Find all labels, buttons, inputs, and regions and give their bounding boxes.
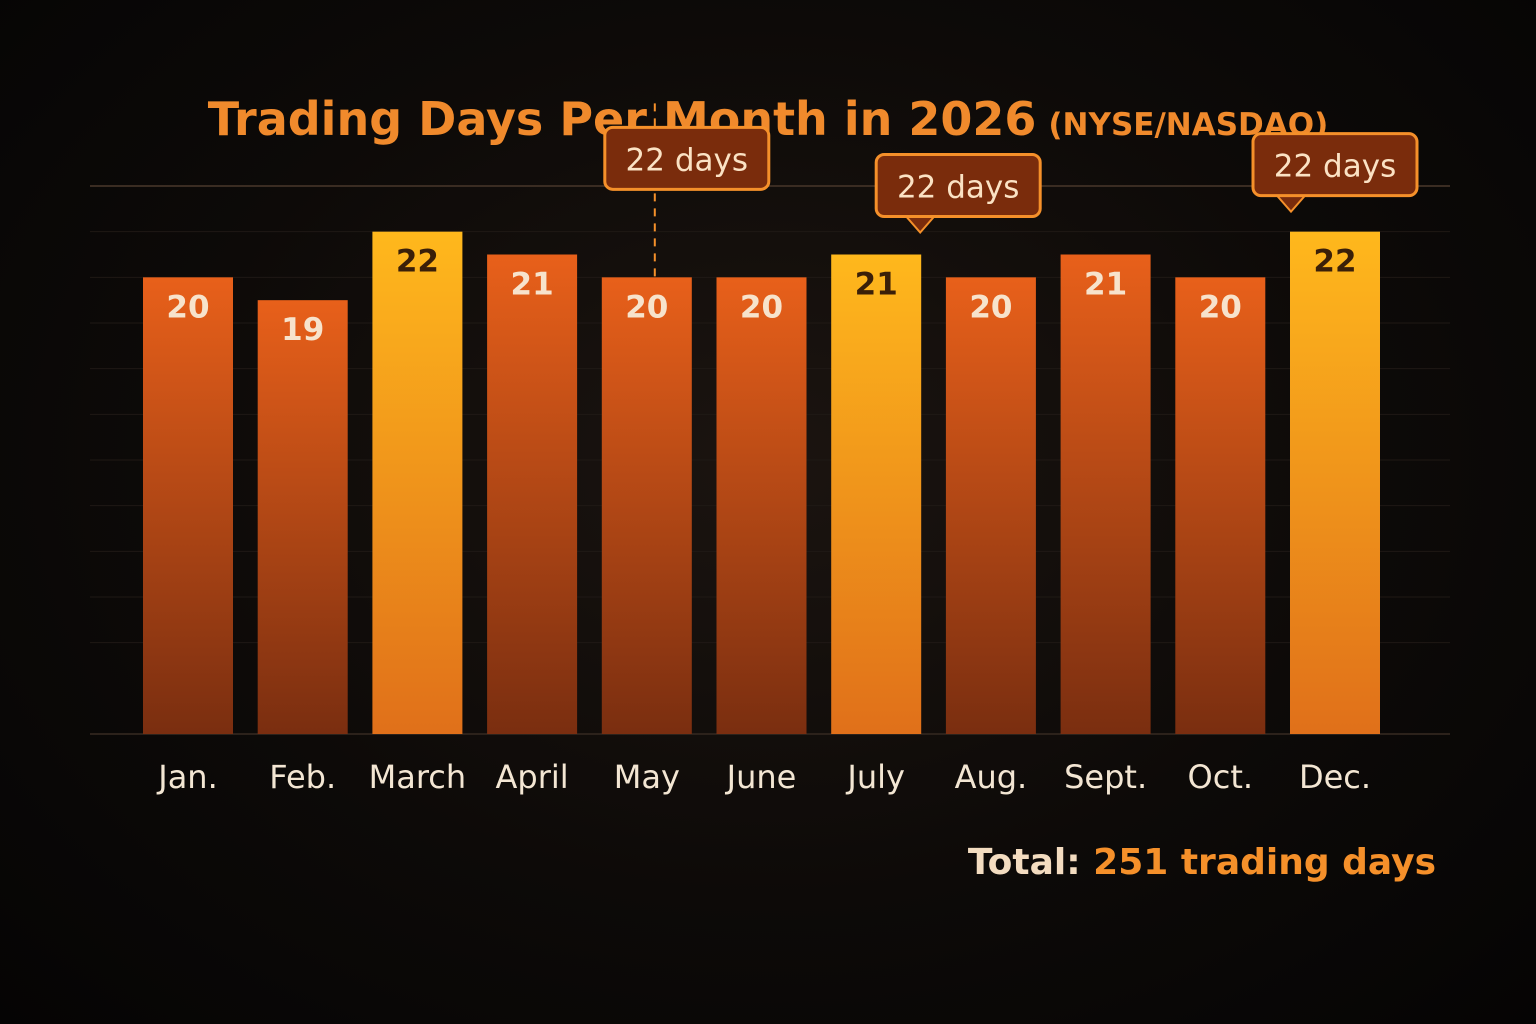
bar-value-label: 20 bbox=[1199, 289, 1242, 325]
callout-text: 22 days bbox=[1274, 149, 1396, 185]
total-summary: Total: 251 trading days bbox=[968, 842, 1436, 883]
x-tick-label: Feb. bbox=[269, 758, 336, 796]
bar-value-label: 22 bbox=[396, 244, 439, 280]
bar-jan bbox=[143, 277, 233, 734]
bar-oct bbox=[1175, 277, 1266, 734]
x-tick-label: Oct. bbox=[1188, 758, 1254, 796]
bar-march bbox=[372, 231, 463, 734]
bar-value-label: 20 bbox=[969, 289, 1012, 325]
bar-may bbox=[601, 277, 692, 734]
callout-box bbox=[603, 125, 771, 191]
callout-text: 22 days bbox=[626, 142, 748, 178]
bar-june bbox=[716, 277, 807, 734]
total-value: 251 trading days bbox=[1093, 842, 1436, 883]
x-tick-label: Dec. bbox=[1299, 758, 1371, 796]
x-tick-label: May bbox=[614, 758, 680, 796]
x-tick-label: Sept. bbox=[1064, 758, 1147, 796]
bar-dec bbox=[1290, 231, 1380, 734]
bar-sept bbox=[1060, 254, 1151, 734]
bars: 20 19 22 21 20 20 21 20 21 20 22 bbox=[143, 231, 1380, 734]
x-tick-label: July bbox=[845, 758, 905, 796]
callout-pointer bbox=[903, 215, 937, 235]
x-axis-labels: Jan. Feb. March April May June July Aug. Sept. Oc… bbox=[156, 758, 1371, 796]
bar-value-label: 20 bbox=[740, 289, 783, 325]
callout-pointer bbox=[1274, 194, 1308, 214]
bar-july bbox=[831, 254, 922, 734]
x-tick-label: Aug. bbox=[955, 758, 1028, 796]
bar-value-label: 21 bbox=[511, 267, 554, 303]
x-tick-label: June bbox=[725, 758, 797, 796]
callout-box bbox=[874, 153, 1042, 218]
bar-april bbox=[487, 254, 578, 734]
x-tick-label: April bbox=[496, 758, 569, 796]
callout-box bbox=[1251, 132, 1419, 198]
callout-text: 22 days bbox=[897, 170, 1019, 206]
bar-feb bbox=[257, 300, 348, 734]
bar-value-label: 19 bbox=[281, 312, 324, 348]
bar-value-label: 21 bbox=[855, 267, 898, 303]
bar-value-label: 21 bbox=[1084, 267, 1127, 303]
x-tick-label: March bbox=[369, 758, 467, 796]
bar-value-label: 22 bbox=[1313, 244, 1356, 280]
bar-aug bbox=[945, 277, 1036, 734]
x-tick-label: Jan. bbox=[156, 758, 218, 796]
total-label: Total: bbox=[967, 842, 1081, 883]
callouts: 22 days 22 days 22 days bbox=[603, 103, 1419, 278]
bar-value-label: 20 bbox=[625, 289, 668, 325]
bar-value-label: 20 bbox=[166, 289, 209, 325]
